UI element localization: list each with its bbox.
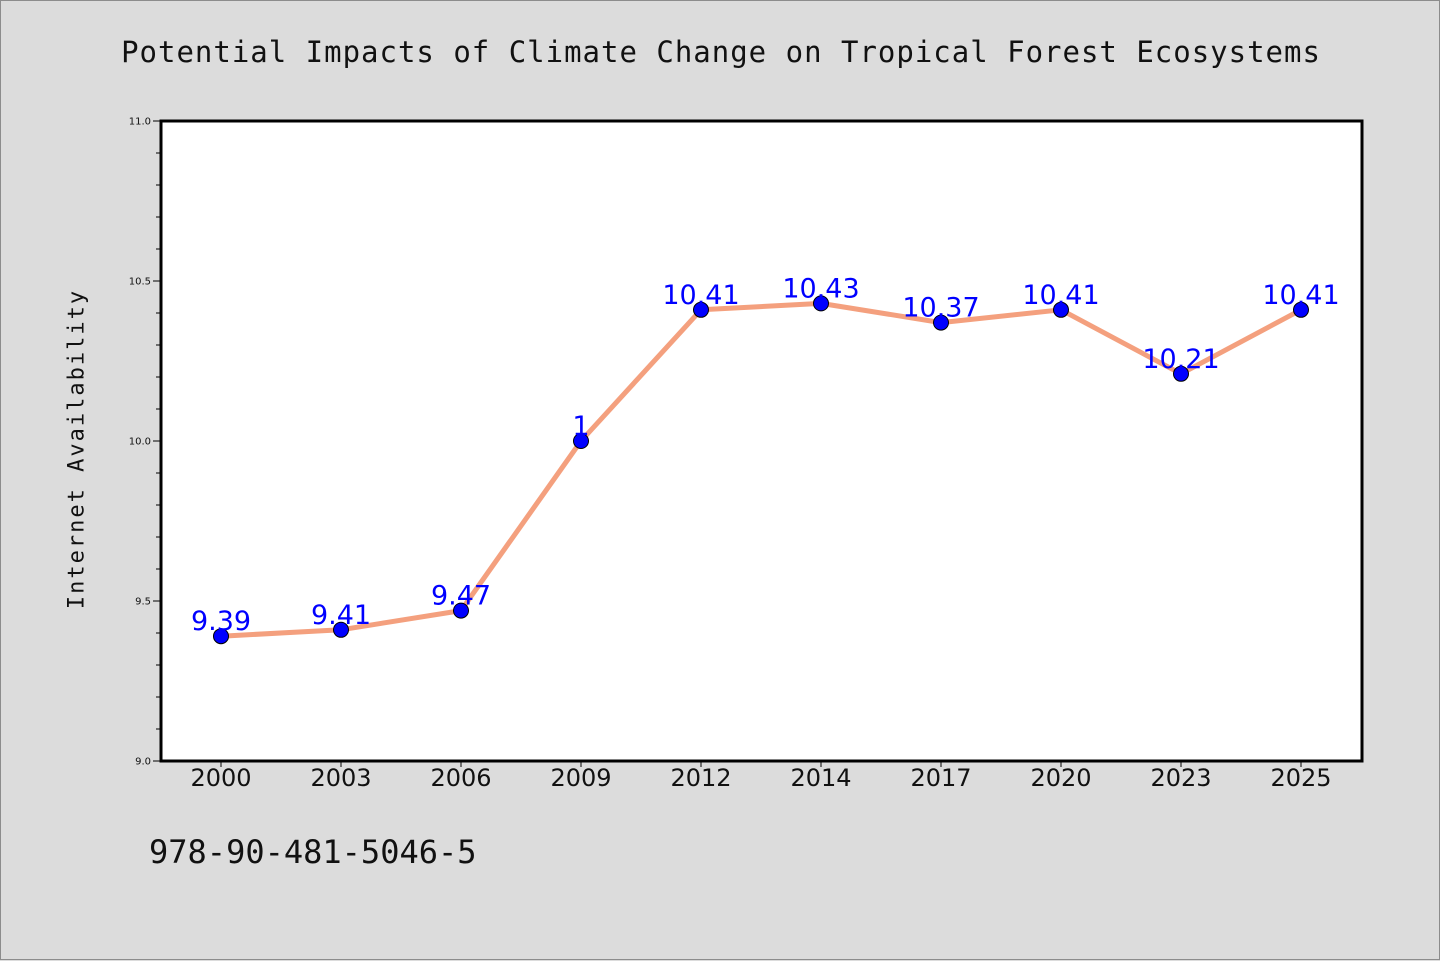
data-label: 10.21	[1142, 344, 1219, 375]
series-line	[218, 300, 1304, 639]
data-label: 1	[572, 411, 589, 442]
data-point	[1053, 301, 1069, 318]
x-tick-label: 2014	[790, 764, 851, 792]
data-point	[813, 295, 829, 312]
x-axis: 2000 2003 2006 2009 2012 2014 2017 2020 2023 2025	[190, 761, 1332, 792]
x-tick-label: 2020	[1030, 764, 1091, 792]
y-tick-label: 9.5	[135, 597, 151, 608]
data-point	[453, 602, 469, 619]
data-point	[1173, 365, 1189, 382]
data-point	[693, 301, 709, 318]
x-tick-label: 2003	[310, 764, 371, 792]
data-point	[1293, 301, 1309, 318]
data-label: 9.39	[191, 606, 251, 637]
y-tick-label: 10.5	[129, 277, 151, 288]
x-tick-label: 2025	[1270, 764, 1331, 792]
x-tick-label: 2012	[670, 764, 731, 792]
x-tick-label: 2006	[430, 764, 491, 792]
data-label: 9.47	[431, 581, 491, 612]
plot-area	[159, 119, 1364, 763]
data-label: 10.41	[1262, 280, 1339, 311]
x-tick-label: 2023	[1150, 764, 1211, 792]
data-label: 10.41	[1022, 280, 1099, 311]
x-tick-label: 2009	[550, 764, 611, 792]
data-point	[573, 433, 589, 449]
data-label: 10.41	[662, 280, 739, 311]
data-point	[333, 621, 349, 638]
data-point	[933, 314, 949, 331]
y-tick-label: 10.0	[129, 437, 151, 448]
y-tick-label: 11.0	[129, 117, 151, 128]
chart-title: Potential Impacts of Climate Change on T…	[121, 35, 1321, 69]
data-label: 10.43	[782, 273, 859, 304]
y-tick-label: 9.0	[135, 757, 151, 768]
data-point	[213, 628, 229, 645]
data-label: 10.37	[902, 293, 979, 324]
series-layer: 9.39 9.41 9.47 1 10.41 10.43 10.37 10.41 10.21 10…	[191, 273, 1340, 645]
x-tick-label: 2017	[910, 764, 971, 792]
data-label: 9.41	[311, 600, 371, 631]
x-tick-label: 2000	[190, 764, 251, 792]
isbn-text: 978-90-481-5046-5	[149, 833, 477, 871]
y-axis: 9.0 9.5 10.0 10.5 11.0	[129, 117, 161, 768]
